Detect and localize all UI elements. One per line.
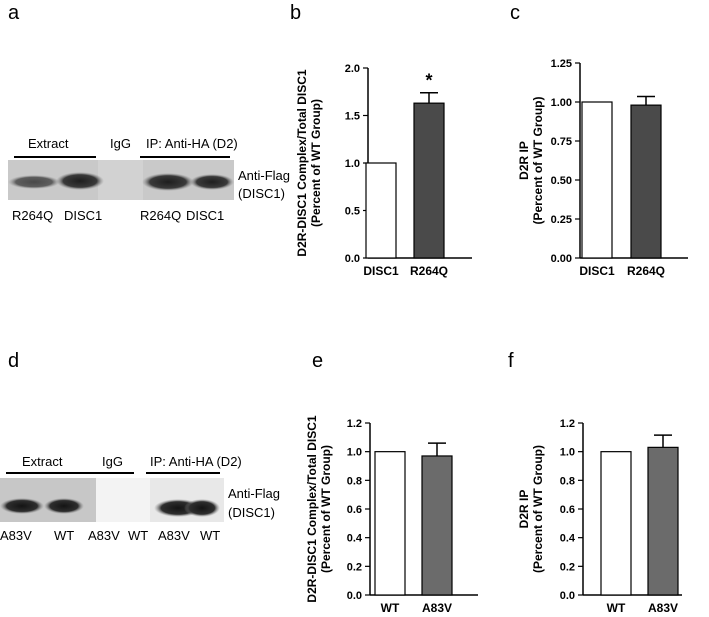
blot-bottom-right-label-1: Anti-Flag: [228, 486, 281, 501]
chart-f-ytick-label: 1.2: [560, 418, 575, 430]
chart-c: 0.00 0.25 0.50 0.75 1.00 1.25 DISC1 R264Q D2R IP…: [517, 58, 688, 278]
blot-top-lane-3: R264Q: [140, 208, 182, 223]
blot-bottom-ip-underline: [146, 472, 220, 474]
panel-letter-a: a: [8, 2, 20, 24]
chart-c-bar: [581, 101, 613, 259]
chart-e-ylabel-line2: (Percent of WT Group): [319, 445, 333, 573]
chart-f-bar: [600, 451, 632, 596]
chart-b-ytick-label: 0.0: [345, 253, 360, 265]
chart-c-xtick-label: R264Q: [627, 264, 665, 278]
chart-b-xtick-label: DISC1: [363, 264, 399, 278]
blot-top-lane-1: R264Q: [12, 208, 54, 223]
chart-e-ylabel-line1: D2R-DISC1 Complex/Total DISC1: [305, 415, 319, 602]
blot-bottom-lane-1: A83V: [0, 528, 32, 543]
chart-e-xtick-label: WT: [381, 601, 400, 615]
blot-top-right-label-1: Anti-Flag: [238, 168, 291, 183]
chart-c-ytick-label: 0.50: [551, 175, 572, 187]
chart-f-bar: [647, 446, 679, 596]
chart-c-ytick-label: 0.75: [551, 136, 572, 148]
chart-f-ytick-label: 0.6: [560, 504, 575, 516]
chart-f-ylabel-line1: D2R IP: [517, 490, 531, 529]
blot-bottom-lane-6: WT: [200, 528, 221, 543]
blot-bottom-lane-5: A83V: [158, 528, 190, 543]
chart-f-xtick-label: WT: [607, 601, 626, 615]
blot-top-group-ip: IP: Anti-HA (D2): [146, 136, 238, 151]
panel-letter-e: e: [312, 350, 324, 372]
panel-letter-d: d: [8, 350, 20, 372]
chart-e-ytick-label: 0.2: [347, 561, 362, 573]
blot-bottom-lane-2: WT: [54, 528, 75, 543]
blot-top-image: [8, 160, 234, 200]
chart-b-ytick-label: 1.5: [345, 111, 360, 123]
chart-c-ytick-label: 1.00: [551, 97, 572, 109]
blot-top-group-extract: Extract: [28, 136, 69, 151]
chart-f-ytick-label: 0.8: [560, 475, 575, 487]
chart-e-bar: [374, 451, 406, 596]
chart-f-ylabel-line2: (Percent of WT Group): [531, 445, 545, 573]
chart-b-ylabel-line1: D2R-DISC1 Complex/Total DISC1: [295, 69, 309, 256]
blot-bottom-right-label-2: (DISC1): [228, 505, 275, 520]
chart-f-ytick-label: 0.4: [560, 533, 576, 545]
blot-top-right-label-2: (DISC1): [238, 186, 285, 201]
chart-b-xtick-label: R264Q: [410, 264, 448, 278]
panel-letter-f: f: [508, 350, 514, 372]
chart-e-xtick-label: A83V: [422, 601, 452, 615]
chart-c-ylabel-line1: D2R IP: [517, 141, 531, 180]
chart-e-bar: [421, 455, 453, 596]
blot-top-extract-underline: [14, 156, 96, 158]
blot-bottom-lane-4: WT: [128, 528, 149, 543]
blot-top-ip-underline: [140, 156, 230, 158]
chart-c-xtick-label: DISC1: [579, 264, 615, 278]
chart-f-ytick-label: 1.0: [560, 447, 575, 459]
chart-c-ylabel-line2: (Percent of WT Group): [531, 97, 545, 225]
blot-bottom-igg-underline: [90, 472, 134, 474]
chart-f-ytick-label: 0.0: [560, 590, 575, 602]
chart-b-significance-star: *: [425, 71, 432, 91]
chart-c-bar: [630, 104, 662, 259]
chart-b-ylabel-line2: (Percent of WT Group): [309, 99, 323, 227]
blot-bottom-image: [0, 478, 224, 522]
panel-letter-c: c: [510, 2, 520, 24]
blot-bottom-group-igg: IgG: [102, 454, 123, 469]
blot-top-lane-4: DISC1: [186, 208, 225, 223]
chart-b-bar: [365, 162, 397, 259]
chart-b-ytick-label: 2.0: [345, 63, 360, 75]
chart-e: 0.0 0.2 0.4 0.6 0.8 1.0 1.2 WT A83V D2R-DISC1 Com…: [305, 415, 478, 615]
chart-b-bar: [413, 102, 445, 259]
blot-top-group-igg: IgG: [110, 136, 131, 151]
chart-b-ytick-label: 1.0: [345, 158, 360, 170]
panel-letter-b: b: [290, 2, 302, 24]
chart-c-ytick-label: 0.25: [551, 214, 572, 226]
chart-f-xtick-label: A83V: [648, 601, 678, 615]
chart-e-ytick-label: 0.0: [347, 590, 362, 602]
blot-top-lane-2: DISC1: [64, 208, 103, 223]
blot-bottom-group-extract: Extract: [22, 454, 63, 469]
blot-bottom-extract-underline: [6, 472, 98, 474]
chart-e-ytick-label: 1.2: [347, 418, 362, 430]
chart-c-ytick-label: 1.25: [551, 58, 572, 70]
chart-e-ytick-label: 0.8: [347, 475, 362, 487]
chart-f-ytick-label: 0.2: [560, 561, 575, 573]
chart-b-ytick-label: 0.5: [345, 206, 360, 218]
chart-c-ytick-label: 0.00: [551, 253, 572, 265]
chart-e-ytick-label: 0.6: [347, 504, 362, 516]
chart-e-ytick-label: 1.0: [347, 447, 362, 459]
blot-bottom-group-ip: IP: Anti-HA (D2): [150, 454, 242, 469]
blot-bottom-lane-3: A83V: [88, 528, 120, 543]
chart-f: 0.0 0.2 0.4 0.6 0.8 1.0 1.2 WT A83V D2R IP (Percen…: [517, 418, 682, 615]
chart-e-ytick-label: 0.4: [347, 533, 363, 545]
chart-b: 0.0 0.5 1.0 1.5 2.0 DISC1 R264Q * D2R-DISC1 Comp…: [295, 63, 472, 278]
